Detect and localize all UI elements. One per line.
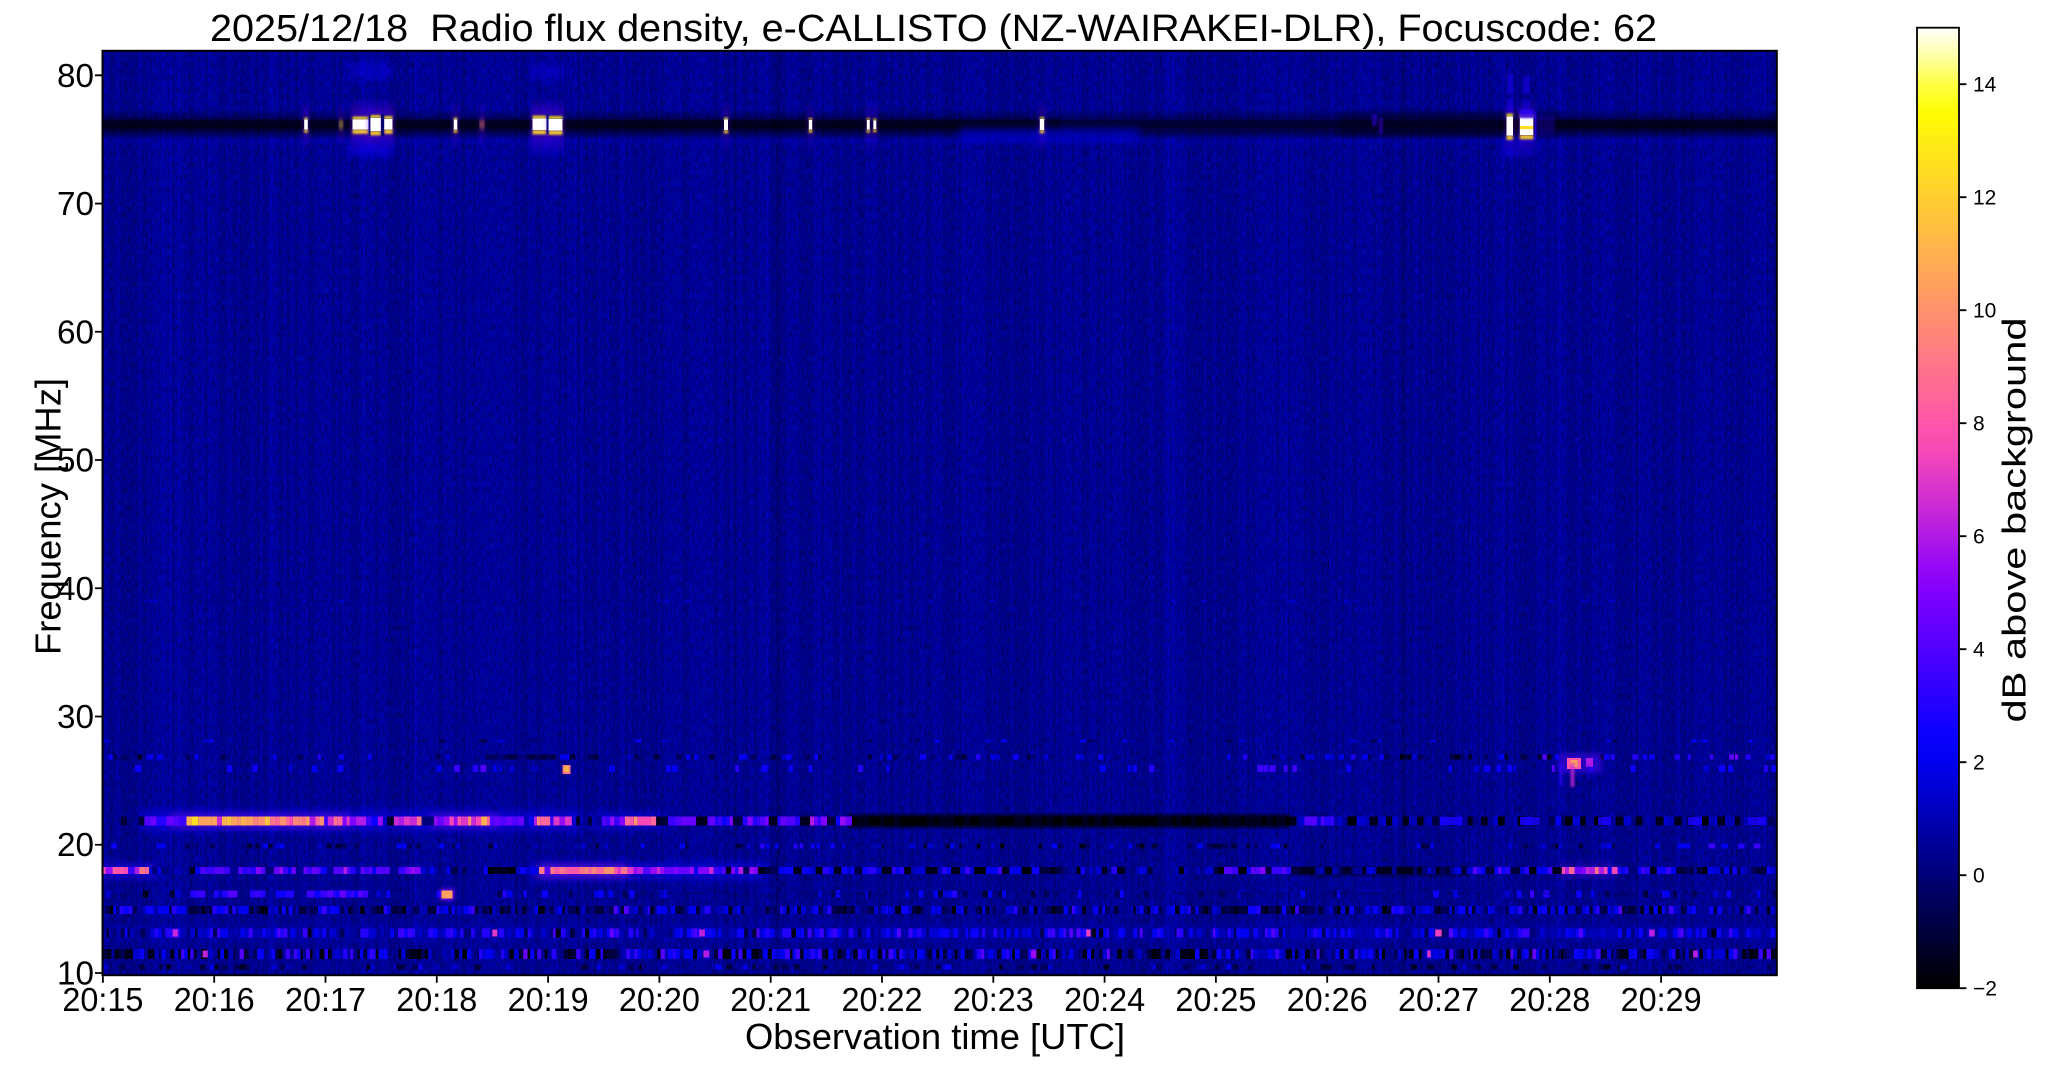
svg-text:20:26: 20:26 [1287, 981, 1368, 1018]
svg-text:dB above background: dB above background [1996, 318, 2033, 723]
svg-text:4: 4 [1973, 639, 1985, 662]
svg-text:10: 10 [1973, 300, 1996, 323]
svg-text:20:29: 20:29 [1621, 981, 1702, 1018]
svg-text:2025/12/18 Radio flux density: 2025/12/18 Radio flux density, e-CALLIST… [210, 8, 1657, 50]
svg-text:Frequency [MHz]: Frequency [MHz] [28, 378, 69, 655]
svg-text:20:16: 20:16 [174, 981, 255, 1018]
svg-text:20:21: 20:21 [730, 981, 811, 1018]
svg-text:20:20: 20:20 [619, 981, 700, 1018]
svg-text:20:17: 20:17 [285, 981, 366, 1018]
svg-text:40: 40 [57, 570, 94, 607]
svg-text:12: 12 [1973, 187, 1996, 210]
svg-text:20:27: 20:27 [1398, 981, 1479, 1018]
svg-text:30: 30 [57, 698, 94, 735]
svg-text:2: 2 [1973, 752, 1985, 775]
svg-text:20:23: 20:23 [953, 981, 1034, 1018]
svg-text:70: 70 [57, 185, 94, 222]
svg-text:8: 8 [1973, 413, 1985, 436]
svg-text:60: 60 [57, 313, 94, 350]
svg-text:Observation time [UTC]: Observation time [UTC] [745, 1016, 1125, 1057]
svg-text:10: 10 [57, 955, 94, 992]
svg-text:20:28: 20:28 [1509, 981, 1590, 1018]
svg-text:20:18: 20:18 [396, 981, 477, 1018]
svg-text:−2: −2 [1973, 978, 1997, 1001]
svg-text:20:25: 20:25 [1175, 981, 1256, 1018]
svg-text:14: 14 [1973, 74, 1997, 97]
svg-text:20: 20 [57, 826, 94, 863]
svg-text:20:22: 20:22 [842, 981, 923, 1018]
svg-text:20:24: 20:24 [1064, 981, 1145, 1018]
svg-text:20:19: 20:19 [508, 981, 589, 1018]
svg-text:20:15: 20:15 [62, 981, 143, 1018]
svg-text:0: 0 [1973, 865, 1985, 888]
svg-text:80: 80 [57, 57, 94, 94]
svg-text:50: 50 [57, 442, 94, 479]
svg-text:6: 6 [1973, 526, 1985, 549]
